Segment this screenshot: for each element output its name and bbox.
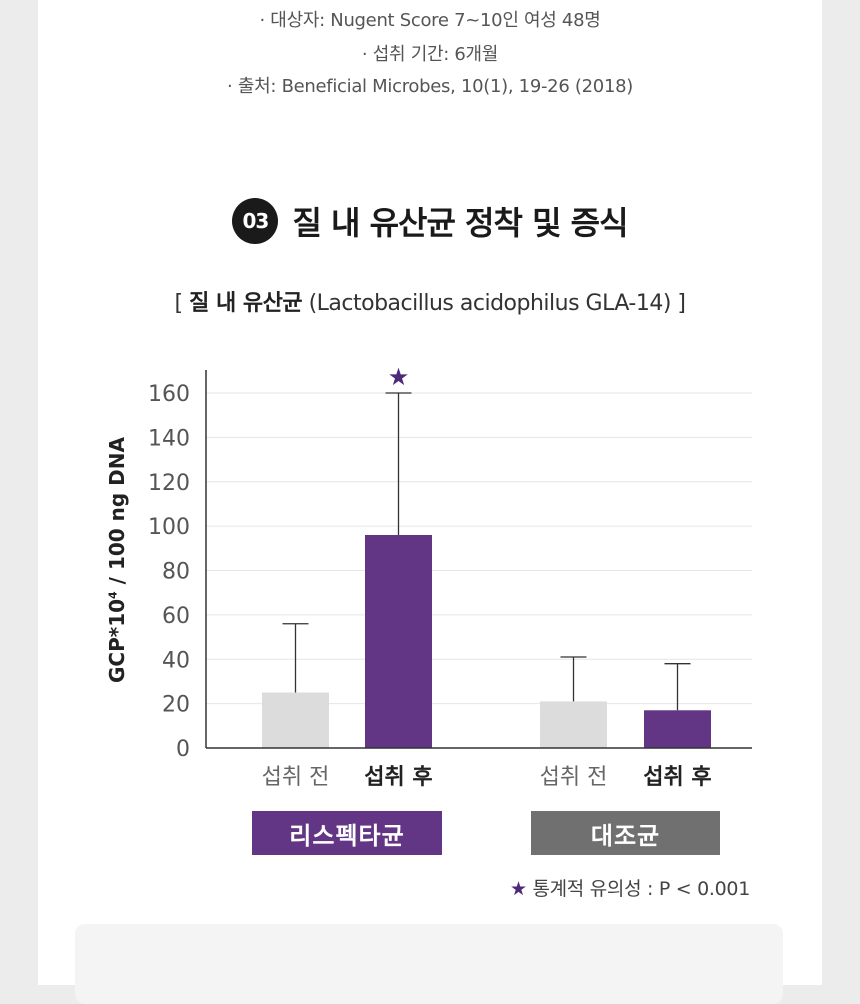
bar bbox=[262, 692, 329, 748]
chart-title-bold: 질 내 유산균 bbox=[189, 291, 303, 316]
y-tick-label: 40 bbox=[162, 648, 190, 673]
intake-period: · 섭취 기간: 6개월 bbox=[361, 44, 499, 65]
star-icon: ★ bbox=[509, 878, 527, 900]
x-tick-label: 섭취 후 bbox=[643, 765, 711, 790]
significance-star: ★ bbox=[388, 363, 410, 391]
chart-title: [ 질 내 유산균 (Lactobacillus acidophilus GLA… bbox=[0, 285, 860, 317]
bar bbox=[644, 710, 711, 748]
y-tick-label: 60 bbox=[162, 604, 190, 629]
significance-text: 통계적 유의성 : P < 0.001 bbox=[532, 878, 750, 900]
bar bbox=[540, 701, 607, 748]
y-tick-label: 100 bbox=[148, 515, 190, 540]
source-citation: · 출처: Beneficial Microbes, 10(1), 19-26 … bbox=[227, 76, 633, 97]
bracket-close: ] bbox=[670, 291, 686, 316]
section-number-badge: 03 bbox=[232, 198, 279, 244]
x-tick-label: 섭취 전 bbox=[262, 765, 330, 790]
y-tick-label: 140 bbox=[148, 426, 190, 451]
chart-title-rest: (Lactobacillus acidophilus GLA-14) bbox=[308, 291, 672, 316]
bar-chart: 0 20 40 60 80 100 120 140 160 섭취 전 ★ 섭취 후 섭취 전 섭취 후 bbox=[148, 363, 752, 790]
next-section-box bbox=[75, 924, 783, 1004]
y-tick-label: 0 bbox=[176, 737, 190, 762]
section-heading: 03 질 내 유산균 정착 및 증식 bbox=[0, 198, 860, 244]
group-label-control: 대조균 bbox=[531, 811, 720, 855]
group-label-respecta: 리스펙타균 bbox=[252, 811, 442, 855]
bar bbox=[365, 535, 432, 748]
y-tick-label: 20 bbox=[162, 693, 190, 718]
y-tick-label: 160 bbox=[148, 382, 190, 407]
x-tick-label: 섭취 전 bbox=[540, 765, 608, 790]
bracket-open: [ bbox=[174, 291, 190, 316]
section-title: 질 내 유산균 정착 및 증식 bbox=[292, 204, 628, 242]
x-tick-label: 섭취 후 bbox=[364, 765, 432, 790]
y-tick-label: 120 bbox=[148, 471, 190, 496]
y-tick-label: 80 bbox=[162, 560, 190, 585]
significance-note: ★ 통계적 유의성 : P < 0.001 bbox=[510, 874, 750, 901]
study-subjects: · 대상자: Nugent Score 7~10인 여성 48명 bbox=[259, 10, 601, 31]
